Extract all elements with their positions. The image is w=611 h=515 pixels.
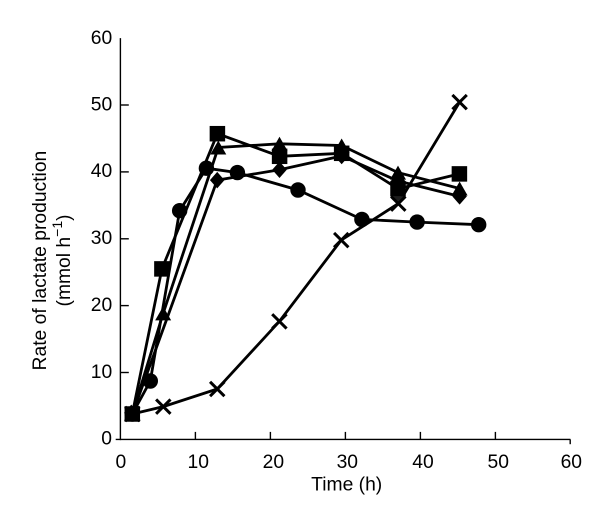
svg-text:60: 60 xyxy=(561,452,582,473)
svg-text:0: 0 xyxy=(101,429,112,450)
svg-text:40: 40 xyxy=(412,452,433,473)
svg-text:(mmol h−1): (mmol h−1) xyxy=(49,215,75,307)
svg-text:Time (h): Time (h) xyxy=(311,474,382,495)
svg-text:30: 30 xyxy=(337,452,358,473)
svg-text:50: 50 xyxy=(487,452,508,473)
svg-text:Rate of lactate production: Rate of lactate production xyxy=(30,151,51,371)
svg-text:60: 60 xyxy=(91,28,112,49)
svg-text:10: 10 xyxy=(187,452,208,473)
svg-text:20: 20 xyxy=(263,452,284,473)
svg-text:20: 20 xyxy=(91,295,112,316)
svg-text:0: 0 xyxy=(116,452,127,473)
svg-text:30: 30 xyxy=(91,228,112,249)
svg-text:10: 10 xyxy=(91,362,112,383)
svg-text:40: 40 xyxy=(91,161,112,182)
svg-text:50: 50 xyxy=(91,94,112,115)
